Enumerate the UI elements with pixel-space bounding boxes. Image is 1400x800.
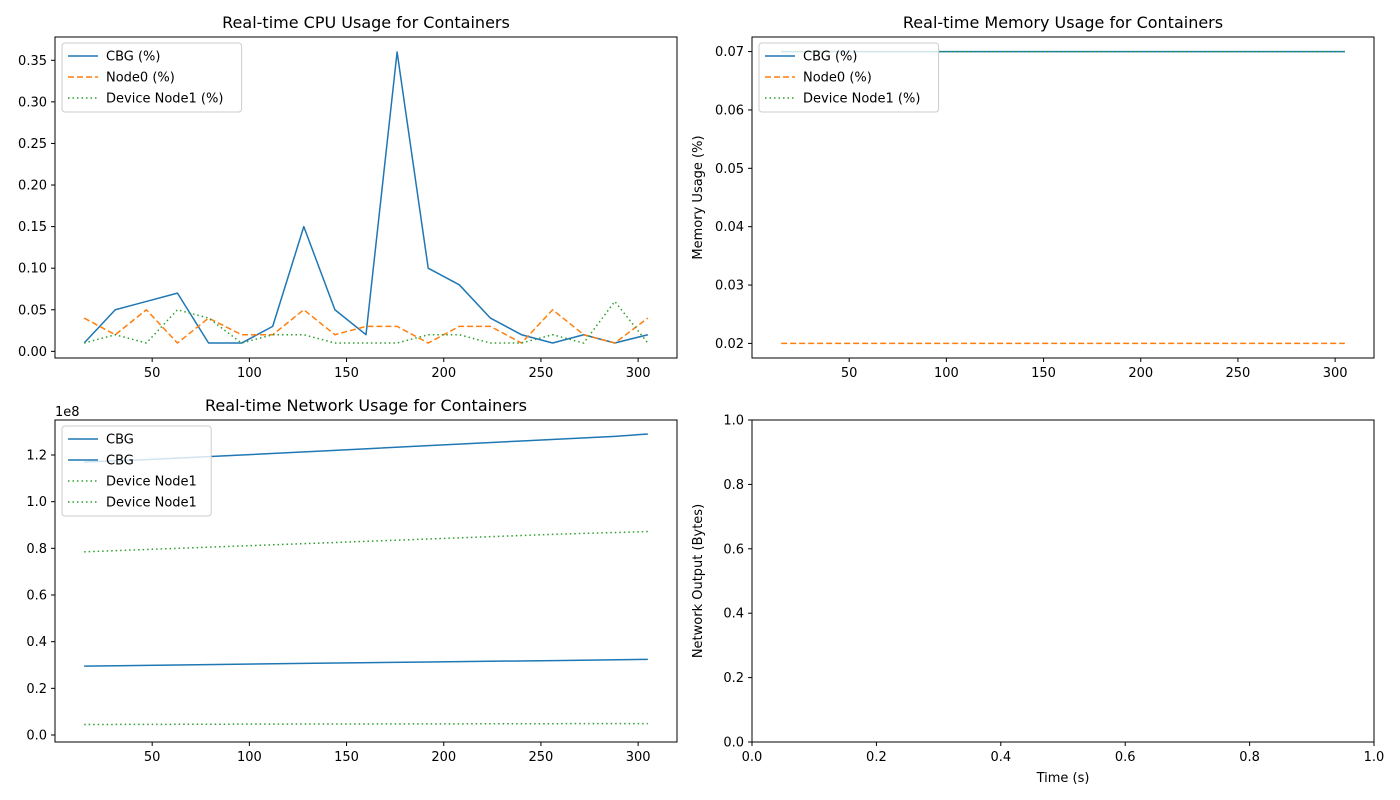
y-tick-label: 0.15: [18, 220, 47, 235]
legend-entry: Device Node1 (%): [106, 92, 223, 107]
legend-box: [61, 425, 212, 517]
y-tick-label: 0.6: [723, 542, 744, 557]
x-tick-label: 0.4: [990, 750, 1011, 765]
y-tick-label: 0.05: [715, 162, 744, 177]
y-tick-label: 1.0: [723, 414, 744, 429]
chart-empty: 0.0 0.2 0.4 0.6 0.8 1.0 0.0 0.2 0.4 0.6 0.8 1.0 Netw…: [691, 414, 1384, 787]
y-tick-label: 0.02: [715, 337, 744, 352]
y-tick-label: 0.04: [715, 220, 744, 235]
y-tick-label: 0.4: [26, 635, 47, 650]
x-tick-label: 100: [934, 366, 959, 381]
x-tick-label: 100: [237, 750, 262, 765]
series-line-1: [84, 658, 648, 667]
chart-memory: Real-time Memory Usage for Containers 50 1…: [691, 13, 1375, 381]
legend-entry: Node0 (%): [803, 71, 872, 86]
legend: CBG (%) Node0 (%) Device Node1 (%): [758, 42, 940, 113]
x-tick-label: 200: [431, 366, 456, 381]
y-tick-label: 0.07: [715, 45, 744, 60]
series-line-2: [83, 300, 649, 344]
x-tick-label: 0.0: [742, 750, 763, 765]
legend-entry: CBG: [106, 433, 134, 448]
axes-frame: [751, 419, 1375, 743]
y-tick-label: 0.2: [26, 682, 47, 697]
legend-entry: Device Node1: [106, 496, 197, 511]
x-tick-label: 250: [529, 366, 554, 381]
legend: CBG CBG Device Node1 Device Node1: [61, 425, 212, 517]
y-tick-label: 1.2: [26, 449, 47, 464]
legend-entry: Device Node1: [106, 475, 197, 490]
x-tick-label: 150: [334, 750, 359, 765]
x-tick-label: 150: [1031, 366, 1056, 381]
x-tick-label: 100: [237, 366, 262, 381]
plot-area: [83, 51, 649, 344]
x-tick-label: 150: [334, 366, 359, 381]
chart-network: Real-time Network Usage for Containers 50…: [26, 396, 678, 765]
chart-cpu: Real-time CPU Usage for Containers 50 100 1…: [18, 13, 678, 381]
y-tick-label: 0.06: [715, 103, 744, 118]
y-tick-label: 0.8: [723, 478, 744, 493]
legend-box: [758, 42, 940, 113]
legend-entry: Device Node1 (%): [803, 92, 920, 107]
y-tick-label: 0.6: [26, 589, 47, 604]
legend: CBG (%) Node0 (%) Device Node1 (%): [61, 42, 243, 113]
series-line-1: [83, 309, 649, 344]
chart-title: Real-time CPU Usage for Containers: [222, 13, 510, 32]
y-tick-label: 0.00: [18, 345, 47, 360]
x-tick-label: 50: [144, 750, 161, 765]
legend-entry: CBG (%): [803, 50, 857, 65]
y-tick-label: 0.10: [18, 262, 47, 277]
y-axis-label: Network Output (Bytes): [691, 504, 706, 658]
x-tick-label: 50: [841, 366, 858, 381]
y-tick-label: 0.8: [26, 542, 47, 557]
x-tick-label: 0.8: [1239, 750, 1260, 765]
axes-frame: [54, 419, 678, 743]
chart-title: Real-time Memory Usage for Containers: [903, 13, 1223, 32]
y-tick-label: 0.20: [18, 179, 47, 194]
y-tick-label: 0.05: [18, 303, 47, 318]
x-tick-label: 50: [144, 366, 161, 381]
x-tick-label: 200: [431, 750, 456, 765]
series-line-3: [84, 722, 648, 726]
y-tick-label: 0.30: [18, 95, 47, 110]
x-tick-label: 300: [1323, 366, 1348, 381]
y-tick-label: 0.35: [18, 54, 47, 69]
axes-frame: [751, 36, 1375, 359]
series-line-0: [83, 51, 649, 344]
x-tick-label: 1.0: [1364, 750, 1385, 765]
x-tick-label: 200: [1128, 366, 1153, 381]
x-tick-label: 0.2: [866, 750, 887, 765]
x-tick-label: 0.6: [1115, 750, 1136, 765]
x-axis-label: Time (s): [1036, 771, 1090, 786]
axes-frame: [54, 36, 678, 359]
y-tick-label: 1.0: [26, 495, 47, 510]
y-tick-label: 0.0: [723, 736, 744, 751]
chart-title: Real-time Network Usage for Containers: [205, 396, 527, 415]
legend-entry: CBG: [106, 454, 134, 469]
x-tick-label: 300: [626, 366, 651, 381]
y-axis-label: Memory Usage (%): [691, 135, 706, 259]
legend-entry: Node0 (%): [106, 71, 175, 86]
x-tick-label: 250: [1226, 366, 1251, 381]
y-tick-label: 0.03: [715, 279, 744, 294]
y-tick-label: 0.0: [26, 729, 47, 744]
legend-entry: CBG (%): [106, 50, 160, 65]
x-tick-label: 300: [626, 750, 651, 765]
series-line-2: [84, 530, 648, 553]
y-tick-label: 0.2: [723, 671, 744, 686]
y-tick-label: 0.25: [18, 137, 47, 152]
y-offset-text: 1e8: [55, 405, 80, 420]
x-tick-label: 250: [529, 750, 554, 765]
legend-box: [61, 42, 243, 113]
y-tick-label: 0.4: [723, 607, 744, 622]
